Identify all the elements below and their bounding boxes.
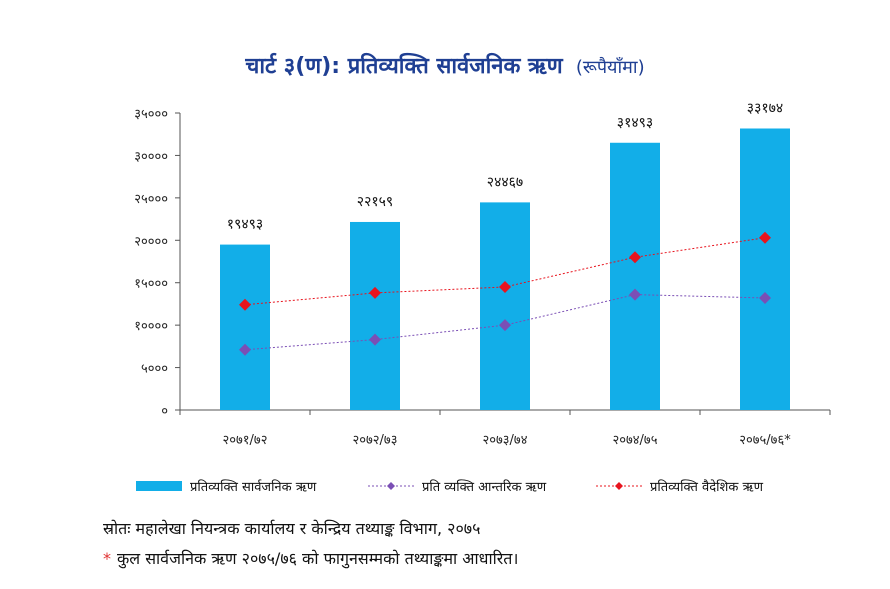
series-point xyxy=(499,280,511,293)
bar-data-label: २४४६७ xyxy=(487,174,523,190)
chart-plot: ० ५००० १०००० १५००० २०००० २५००० ३०००० ३५००० २०७१/… xyxy=(134,100,831,495)
footnote-mark: * xyxy=(103,549,111,568)
y-tick-label: १०००० xyxy=(134,319,168,334)
chart-title-block: चार्ट ३(ण): प्रतिव्यक्ति सार्वजनिक ऋण (र… xyxy=(0,50,890,80)
legend-swatch-bar xyxy=(136,481,182,491)
series-point xyxy=(239,343,251,356)
bar-data-label: ३३१७४ xyxy=(747,100,783,116)
series-point xyxy=(759,291,771,304)
legend-swatch-marker xyxy=(615,482,623,490)
legend-label: प्रतिव्यक्ति वैदेशिक ऋण xyxy=(650,479,764,495)
series-point xyxy=(629,288,641,301)
chart-title: चार्ट ३(ण): प्रतिव्यक्ति सार्वजनिक ऋण xyxy=(245,54,563,79)
y-tick-label: २५००० xyxy=(134,192,168,207)
series-point xyxy=(629,251,641,264)
legend-swatch-marker xyxy=(387,482,395,490)
y-tick-label: ५००० xyxy=(141,362,168,377)
series-point xyxy=(369,286,381,299)
series-point xyxy=(499,319,511,332)
chart-notes: स्रोतः महालेखा नियन्त्रक कार्यालय र केन्… xyxy=(103,514,518,574)
x-tick-label: २०७४/७५ xyxy=(613,433,658,448)
y-tick-label: २०००० xyxy=(134,234,168,249)
series-point xyxy=(759,231,771,244)
x-tick-label: २०७५/७६* xyxy=(739,433,791,448)
source-note: स्रोतः महालेखा नियन्त्रक कार्यालय र केन्… xyxy=(103,519,481,538)
bar-data-label: १९४९३ xyxy=(227,217,263,233)
bar-data-label: २२१५९ xyxy=(357,194,393,210)
x-tick-label: २०७२/७३ xyxy=(353,433,398,448)
y-tick-label: ० xyxy=(161,404,168,419)
bar xyxy=(480,202,530,410)
footnote-text: कुल सार्वजनिक ऋण २०७५/७६ को फागुनसम्मको … xyxy=(117,549,519,568)
x-tick-label: २०७३/७४ xyxy=(483,433,528,448)
x-tick-label: २०७१/७२ xyxy=(223,433,268,448)
chart-unit: (रूपैयाँमा) xyxy=(575,57,645,78)
y-tick-label: ३०००० xyxy=(134,149,168,164)
bar-data-label: ३१४९३ xyxy=(617,115,653,131)
legend-label: प्रतिव्यक्ति सार्वजनिक ऋण xyxy=(190,479,317,495)
y-tick-label: ३५००० xyxy=(134,107,168,122)
footnote-line: * कुल सार्वजनिक ऋण २०७५/७६ को फागुनसम्मको… xyxy=(103,544,518,574)
bar xyxy=(350,221,400,410)
bar xyxy=(220,244,270,410)
y-tick-label: १५००० xyxy=(134,277,168,292)
series-point xyxy=(369,333,381,346)
series-point xyxy=(239,298,251,311)
legend-label: प्रति व्यक्ति आन्तरिक ऋण xyxy=(422,479,547,495)
bar xyxy=(610,142,660,410)
bar xyxy=(740,128,790,410)
